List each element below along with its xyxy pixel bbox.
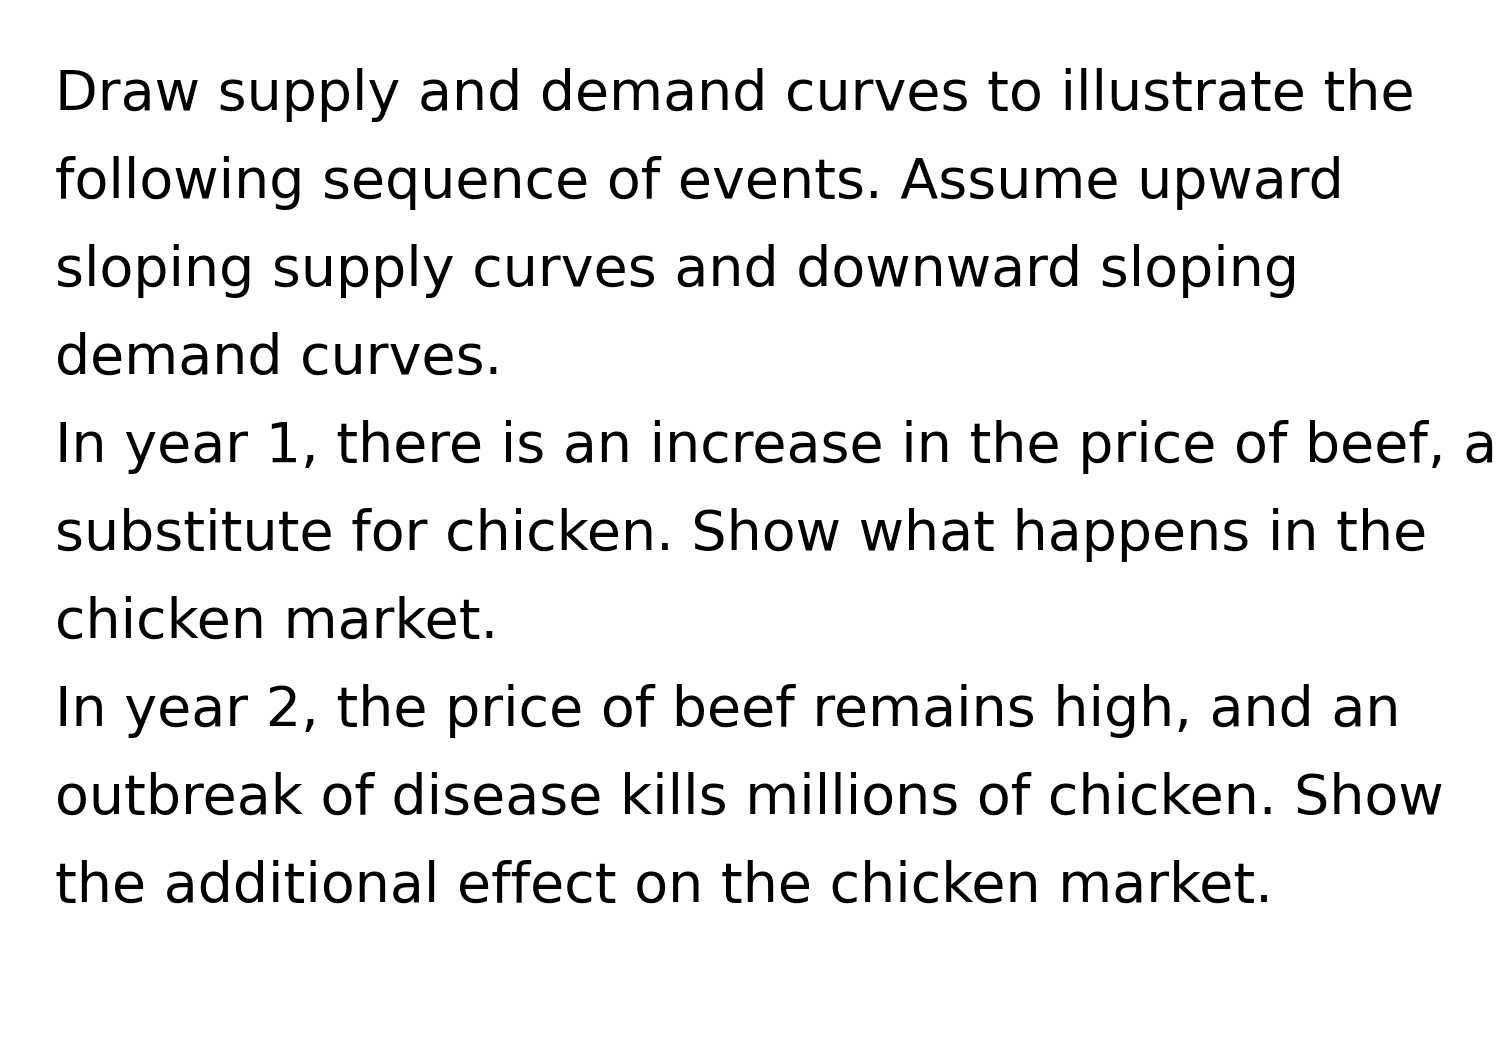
Text: outbreak of disease kills millions of chicken. Show: outbreak of disease kills millions of ch…	[56, 772, 1443, 826]
Text: In year 2, the price of beef remains high, and an: In year 2, the price of beef remains hig…	[56, 684, 1401, 738]
Text: sloping supply curves and downward sloping: sloping supply curves and downward slopi…	[56, 244, 1299, 298]
Text: following sequence of events. Assume upward: following sequence of events. Assume upw…	[56, 156, 1344, 210]
Text: In year 1, there is an increase in the price of beef, a: In year 1, there is an increase in the p…	[56, 420, 1497, 474]
Text: demand curves.: demand curves.	[56, 332, 503, 386]
Text: Draw supply and demand curves to illustrate the: Draw supply and demand curves to illustr…	[56, 68, 1414, 122]
Text: substitute for chicken. Show what happens in the: substitute for chicken. Show what happen…	[56, 508, 1428, 562]
Text: chicken market.: chicken market.	[56, 596, 498, 650]
Text: the additional effect on the chicken market.: the additional effect on the chicken mar…	[56, 860, 1274, 914]
